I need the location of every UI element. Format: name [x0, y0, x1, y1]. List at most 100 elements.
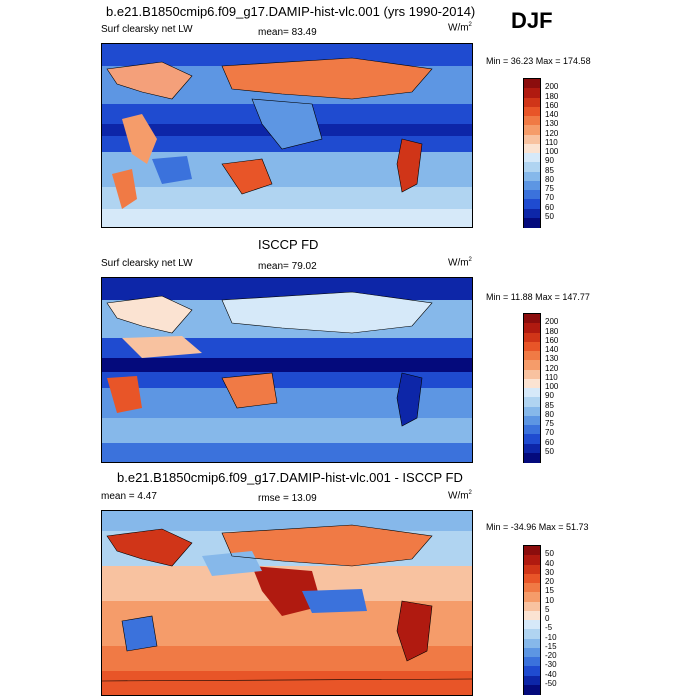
colorbar-swatch	[524, 106, 540, 117]
colorbar-tick-label: -15	[545, 641, 557, 651]
panel2-units: W/m2	[448, 257, 472, 269]
colorbar-swatch	[524, 647, 540, 658]
panel3-mean: mean = 4.47	[101, 491, 157, 502]
colorbar-tick-label: 5	[545, 604, 550, 614]
panel2-colorbar	[523, 313, 541, 463]
colorbar-tick-label: 10	[545, 595, 554, 605]
panel3-map	[101, 510, 473, 696]
colorbar-swatch	[524, 425, 540, 435]
colorbar-tick-label: 80	[545, 174, 554, 184]
panel1-map	[101, 43, 473, 228]
colorbar-swatch	[524, 217, 540, 228]
colorbar-tick-label: -5	[545, 623, 553, 633]
colorbar-tick-label: 200	[545, 317, 559, 327]
panel1-colorbar	[523, 78, 541, 228]
panel3-rmse: rmse = 13.09	[258, 493, 317, 504]
panel1-units: W/m2	[448, 22, 472, 34]
colorbar-swatch	[524, 190, 540, 200]
colorbar-swatch	[524, 351, 540, 361]
panel1-mean: mean= 83.49	[258, 27, 317, 38]
colorbar-swatch	[524, 415, 540, 426]
colorbar-tick-label: 100	[545, 382, 559, 391]
colorbar-swatch	[524, 620, 540, 630]
colorbar-tick-label: 80	[545, 409, 554, 419]
colorbar-swatch	[524, 332, 540, 343]
colorbar-tick-label: -50	[545, 678, 557, 688]
colorbar-tick-label: 140	[545, 110, 559, 119]
panel1-title: b.e21.B1850cmip6.f09_g17.DAMIP-hist-vlc.…	[106, 4, 476, 19]
colorbar-swatch	[524, 657, 540, 667]
colorbar-tick-label: 120	[545, 128, 559, 138]
colorbar-swatch	[524, 546, 540, 556]
panel2-map	[101, 277, 473, 463]
panel2-minmax: Min = 11.88 Max = 147.77	[486, 292, 590, 302]
colorbar-tick-label: 70	[545, 428, 554, 438]
colorbar-swatch	[524, 583, 540, 593]
colorbar-tick-label: 50	[545, 211, 554, 221]
colorbar-swatch	[524, 555, 540, 565]
colorbar-swatch	[524, 434, 540, 444]
colorbar-swatch	[524, 199, 540, 209]
colorbar-tick-label: -10	[545, 632, 557, 642]
panel2-variable-label: Surf clearsky net LW	[101, 258, 193, 269]
colorbar-swatch	[524, 564, 540, 575]
colorbar-swatch	[524, 443, 540, 454]
colorbar-swatch	[524, 592, 540, 602]
colorbar-tick-label: 20	[545, 577, 554, 586]
colorbar-swatch	[524, 323, 540, 333]
colorbar-tick-label: 90	[545, 391, 554, 401]
colorbar-swatch	[524, 388, 540, 398]
colorbar-tick-label: 85	[545, 165, 554, 175]
season-label: DJF	[511, 8, 553, 33]
colorbar-tick-label: 120	[545, 363, 559, 373]
colorbar-swatch	[524, 180, 540, 191]
colorbar-tick-label: 160	[545, 100, 559, 110]
colorbar-swatch	[524, 171, 540, 182]
panel2-mean: mean= 79.02	[258, 261, 317, 272]
colorbar-swatch	[524, 629, 540, 639]
colorbar-swatch	[524, 675, 540, 686]
colorbar-tick-label: 130	[545, 354, 559, 364]
colorbar-tick-label: 200	[545, 82, 559, 92]
colorbar-swatch	[524, 143, 540, 154]
colorbar-tick-label: -30	[545, 660, 557, 670]
colorbar-tick-label: 180	[545, 91, 559, 101]
colorbar-swatch	[524, 116, 540, 126]
colorbar-tick-label: 75	[545, 184, 554, 193]
colorbar-swatch	[524, 97, 540, 108]
colorbar-swatch	[524, 79, 540, 89]
colorbar-swatch	[524, 125, 540, 135]
colorbar-tick-label: 70	[545, 193, 554, 203]
colorbar-swatch	[524, 610, 540, 621]
panel3-colorbar	[523, 545, 541, 695]
colorbar-tick-label: 60	[545, 202, 554, 212]
colorbar-swatch	[524, 452, 540, 463]
colorbar-tick-label: 50	[545, 549, 554, 559]
colorbar-tick-label: 140	[545, 345, 559, 354]
colorbar-swatch	[524, 573, 540, 584]
colorbar-tick-label: 15	[545, 586, 554, 596]
panel1-minmax: Min = 36.23 Max = 174.58	[486, 56, 591, 66]
colorbar-tick-label: 180	[545, 326, 559, 336]
colorbar-swatch	[524, 397, 540, 407]
colorbar-tick-label: 75	[545, 419, 554, 428]
colorbar-swatch	[524, 88, 540, 98]
colorbar-tick-label: 50	[545, 446, 554, 456]
colorbar-tick-label: 60	[545, 437, 554, 447]
panel3-title: b.e21.B1850cmip6.f09_g17.DAMIP-hist-vlc.…	[117, 470, 463, 485]
colorbar-tick-label: 160	[545, 335, 559, 345]
colorbar-tick-label: 0	[545, 614, 550, 623]
colorbar-swatch	[524, 134, 540, 145]
colorbar-swatch	[524, 601, 540, 612]
colorbar-swatch	[524, 208, 540, 219]
colorbar-tick-label: 90	[545, 156, 554, 166]
colorbar-tick-label: 130	[545, 119, 559, 129]
colorbar-tick-label: 85	[545, 400, 554, 410]
colorbar-tick-label: 40	[545, 558, 554, 568]
colorbar-tick-label: 110	[545, 137, 558, 147]
panel1-variable-label: Surf clearsky net LW	[101, 24, 193, 35]
colorbar-swatch	[524, 341, 540, 352]
colorbar-swatch	[524, 360, 540, 370]
colorbar-swatch	[524, 153, 540, 163]
colorbar-tick-label: 30	[545, 567, 554, 577]
